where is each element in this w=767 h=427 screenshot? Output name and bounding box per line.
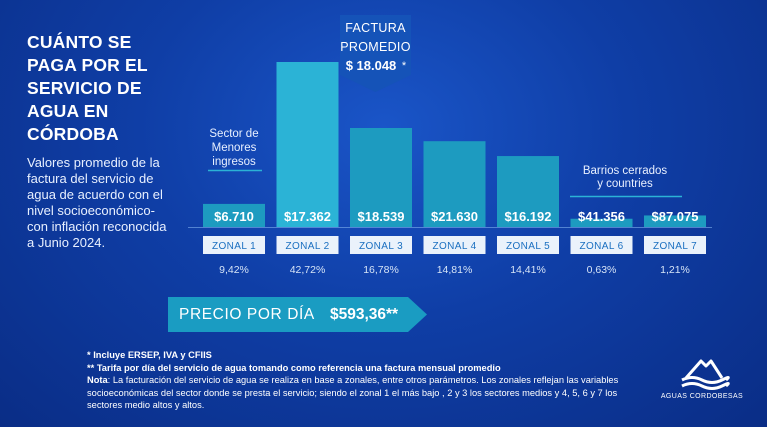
annotation-low-line: Menores <box>212 142 257 154</box>
description: Valores promedio de la factura del servi… <box>27 155 167 251</box>
share-percent: 42,72% <box>290 264 326 276</box>
bar-value-label: $87.075 <box>652 209 699 224</box>
average-callout-line1: FACTURA <box>345 21 406 35</box>
category-label: ZONAL 6 <box>579 241 623 252</box>
share-percent: 14,81% <box>437 264 473 276</box>
bar-value-label: $6.710 <box>214 209 254 224</box>
share-percent: 0,63% <box>587 264 617 276</box>
average-callout-mark: * <box>402 60 407 72</box>
footnote-note: Nota: La facturación del servicio de agu… <box>87 374 642 412</box>
share-percent: 9,42% <box>219 264 249 276</box>
category-label-box <box>644 236 706 254</box>
bar-4 <box>423 141 486 227</box>
price-per-day-value: $593,36** <box>330 306 399 323</box>
note-label: Nota <box>87 375 108 386</box>
average-callout-shape <box>340 15 411 92</box>
annotation-low-line: Sector de <box>209 128 258 140</box>
zonal-bar-chart: $6.710 ZONAL 1 9,42% $17.362 ZONAL 2 42,72% $1… <box>188 15 712 276</box>
share-percent: 14,41% <box>510 264 546 276</box>
category-label-box <box>497 236 559 254</box>
category-label-box <box>423 236 486 254</box>
category-label: ZONAL 3 <box>359 241 403 252</box>
bar-2 <box>276 62 339 227</box>
bar-value-label: $18.539 <box>358 209 405 224</box>
average-callout-line2: PROMEDIO <box>340 40 410 54</box>
bar-7 <box>644 215 706 227</box>
share-percent: 16,78% <box>363 264 399 276</box>
annotation-low-line: ingresos <box>212 156 256 168</box>
footnotes: * Incluye ERSEP, IVA y CFIIS ** Tarifa p… <box>87 349 642 412</box>
logo-text: AGUAS CORDOBESAS <box>660 393 744 400</box>
bar-value-label: $41.356 <box>578 209 625 224</box>
bar-5 <box>497 156 559 227</box>
bar-6 <box>570 218 633 227</box>
footnote-2: ** Tarifa por día del servicio de agua t… <box>87 362 501 373</box>
aguas-cordobesas-logo-icon <box>681 359 730 390</box>
bar-1 <box>203 203 265 227</box>
share-percent: 1,21% <box>660 264 690 276</box>
footnote-1: * Incluye ERSEP, IVA y CFIIS <box>87 350 212 360</box>
bar-value-label: $16.192 <box>505 209 552 224</box>
category-label-box <box>570 236 633 254</box>
category-label: ZONAL 7 <box>653 241 697 252</box>
category-label: ZONAL 2 <box>285 241 329 252</box>
page-title: CUÁNTO SE PAGA POR EL SERVICIO DE AGUA E… <box>27 32 148 144</box>
price-per-day-banner: PRECIO POR DÍA $593,36** <box>168 297 428 332</box>
bar-value-label: $17.362 <box>284 209 331 224</box>
category-label: ZONAL 1 <box>212 241 256 252</box>
average-callout-value: $ 18.048 <box>346 58 397 73</box>
annotation-high-line: Barrios cerrados <box>583 165 668 177</box>
bar-3 <box>350 128 412 227</box>
bar-value-label: $21.630 <box>431 209 478 224</box>
category-label-box <box>203 236 265 254</box>
category-label: ZONAL 4 <box>432 241 476 252</box>
note-text: : La facturación del servicio de agua se… <box>87 375 619 411</box>
category-label-box <box>276 236 339 254</box>
price-per-day-label: PRECIO POR DÍA <box>179 306 315 323</box>
banner-arrow-shape <box>168 297 427 332</box>
annotation-high-line: y countries <box>597 178 653 190</box>
category-label-box <box>350 236 412 254</box>
category-label: ZONAL 5 <box>506 241 550 252</box>
